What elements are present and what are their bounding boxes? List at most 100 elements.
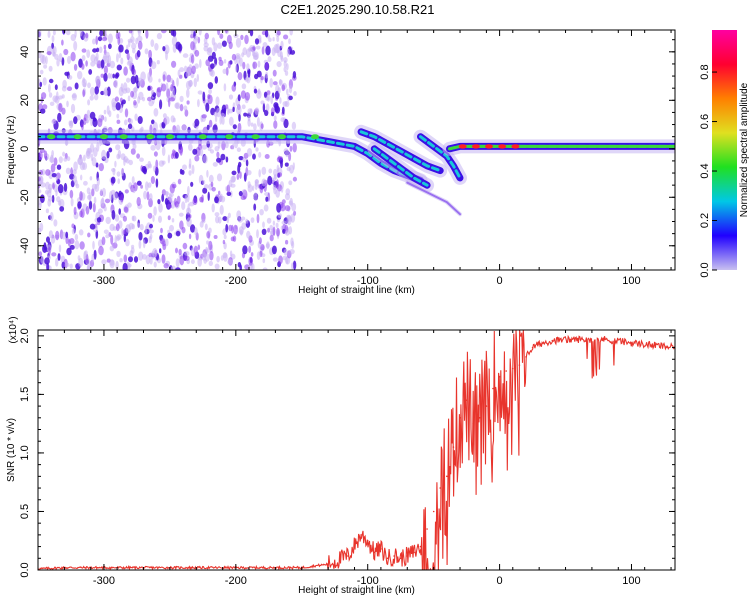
noise-speck [219,204,224,215]
noise-speck [57,112,62,123]
noise-speck [211,51,216,60]
noise-speck [56,164,62,170]
snr-point [531,346,534,349]
noise-speck [284,205,291,212]
noise-speck [125,158,130,164]
noise-speck [156,60,160,65]
peak-mark [471,144,480,149]
noise-speck [154,43,159,51]
x-tick-label: 100 [622,575,640,587]
noise-speck [69,238,75,245]
noise-speck [169,224,174,232]
colorbar-tick-label: 0.8 [699,64,711,79]
noise-speck [98,245,104,256]
snr-point [492,387,494,390]
noise-speck [184,251,190,256]
noise-speck [139,157,144,162]
noise-speck [81,122,84,131]
noise-speck [75,183,80,189]
ridge-branch-lower-core [372,147,429,187]
spectrogram-plot-area [38,30,675,270]
noise-speck [103,65,108,75]
noise-speck [264,30,269,38]
noise-speck [131,244,135,249]
noise-speck [246,63,250,71]
snr-point [538,343,540,345]
noise-speck [225,66,229,76]
noise-speck [147,160,152,168]
noise-speck [58,53,63,62]
noise-speck [140,184,144,189]
page-title: C2E1.2025.290.10.58.R21 [280,2,435,17]
snr-point [419,545,422,548]
noise-speck [274,174,278,180]
noise-speck [215,96,220,106]
noise-speck [126,77,131,83]
noise-speck [144,48,149,55]
spectrogram-frame [37,29,676,271]
noise-speck [138,251,144,261]
noise-speck [104,116,107,122]
noise-speck [172,88,175,98]
noise-speck [275,189,281,198]
noise-speck [288,38,291,45]
noise-speck [87,232,91,238]
noise-speck [194,227,198,236]
noise-speck [272,226,276,236]
noise-speck [167,154,171,164]
noise-speck [87,265,91,270]
noise-speck [61,107,66,115]
noise-speck [241,83,247,90]
noise-speck [113,79,118,89]
noise-speck [139,223,144,231]
noise-speck [78,257,84,268]
noise-speck [276,203,282,213]
noise-speck [277,156,283,161]
noise-speck [279,97,282,104]
noise-speck [96,177,100,186]
snr-point [399,557,402,560]
noise-speck [103,109,107,115]
noise-speck [172,184,177,189]
noise-speck [235,37,242,48]
noise-speck [184,194,188,204]
noise-speck [262,221,265,228]
noise-speck [85,32,89,39]
noise-speck [68,120,72,126]
noise-speck [290,237,294,247]
noise-speck [81,55,86,61]
noise-speck [216,157,222,163]
noise-speck [187,185,190,195]
noise-speck [103,229,109,235]
noise-speck [90,61,96,67]
noise-speck [150,144,156,151]
noise-speck [205,248,211,253]
noise-speck [61,39,64,46]
noise-speck [227,259,233,265]
noise-speck [58,156,63,164]
noise-speck [228,108,234,114]
noise-speck [48,78,54,84]
noise-speck [101,236,106,246]
noise-speck [253,123,257,131]
noise-speck [40,182,46,188]
noise-speck [53,157,58,166]
noise-speck [145,254,151,265]
noise-speck [160,227,163,234]
noise-speck [226,184,231,194]
snr-point [479,417,481,419]
noise-speck [136,50,141,58]
noise-speck [179,95,184,103]
noise-speck [150,251,155,260]
noise-speck [115,144,121,151]
noise-speck [70,197,74,207]
noise-speck [187,203,190,213]
noise-speck [117,36,121,46]
noise-speck [293,91,297,96]
noise-speck [133,86,138,94]
noise-speck [261,166,267,175]
noise-speck [77,70,83,80]
noise-speck [162,46,166,52]
noise-speck [226,34,232,45]
noise-speck [50,235,56,244]
